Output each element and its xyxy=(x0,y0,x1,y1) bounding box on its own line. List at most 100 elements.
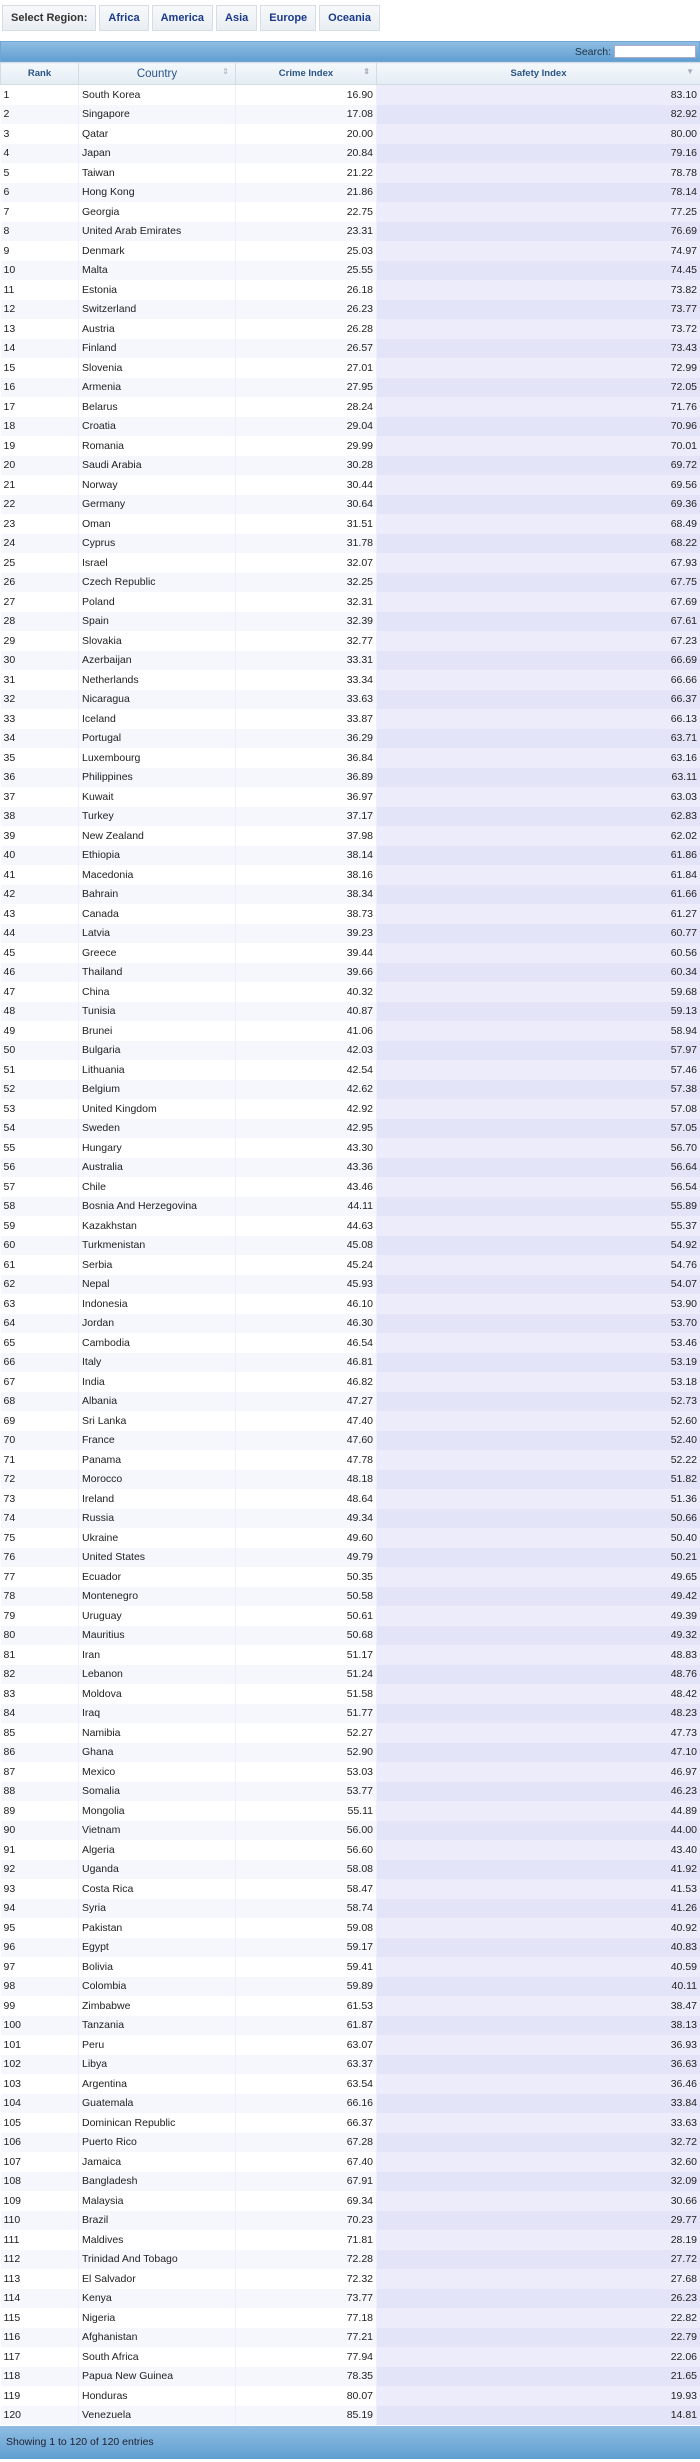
rank-cell: 84 xyxy=(0,1703,79,1723)
table-row: 88 Somalia 53.77 46.23 xyxy=(0,1781,700,1801)
crime-index-cell: 43.36 xyxy=(235,1157,377,1177)
rank-cell: 93 xyxy=(0,1879,79,1899)
crime-index-cell: 26.23 xyxy=(235,299,377,319)
safety-index-cell: 41.53 xyxy=(376,1879,700,1899)
safety-index-cell: 46.97 xyxy=(376,1762,700,1782)
crime-index-cell: 32.25 xyxy=(235,572,377,592)
region-africa-button[interactable]: Africa xyxy=(99,5,149,31)
region-asia-button[interactable]: Asia xyxy=(216,5,258,31)
crime-index-cell: 56.60 xyxy=(235,1840,377,1860)
table-row: 57 Chile 43.46 56.54 xyxy=(0,1177,700,1197)
crime-index-cell: 58.08 xyxy=(235,1859,377,1879)
column-header-rank[interactable]: Rank xyxy=(0,62,79,85)
crime-index-cell: 26.18 xyxy=(235,280,377,300)
rank-cell: 19 xyxy=(0,436,79,456)
rank-cell: 82 xyxy=(0,1664,79,1684)
safety-index-cell: 43.40 xyxy=(376,1840,700,1860)
safety-index-cell: 67.93 xyxy=(376,553,700,573)
table-row: 18 Croatia 29.04 70.96 xyxy=(0,416,700,436)
safety-index-cell: 33.84 xyxy=(376,2093,700,2113)
region-oceania-button[interactable]: Oceania xyxy=(319,5,380,31)
rank-cell: 49 xyxy=(0,1021,79,1041)
safety-index-cell: 32.60 xyxy=(376,2152,700,2172)
rank-cell: 105 xyxy=(0,2113,79,2133)
rank-cell: 13 xyxy=(0,319,79,339)
table-row: 35 Luxembourg 36.84 63.16 xyxy=(0,748,700,768)
safety-index-cell: 26.23 xyxy=(376,2288,700,2308)
table-row: 101 Peru 63.07 36.93 xyxy=(0,2035,700,2055)
country-cell: Brunei xyxy=(78,1021,236,1041)
crime-index-cell: 48.64 xyxy=(235,1489,377,1509)
country-cell: Dominican Republic xyxy=(78,2113,236,2133)
rank-cell: 61 xyxy=(0,1255,79,1275)
search-input[interactable] xyxy=(614,45,696,58)
country-cell: Iceland xyxy=(78,709,236,729)
country-cell: Maldives xyxy=(78,2230,236,2250)
country-cell: United Kingdom xyxy=(78,1099,236,1119)
table-row: 76 United States 49.79 50.21 xyxy=(0,1547,700,1567)
crime-index-cell: 37.98 xyxy=(235,826,377,846)
rank-cell: 29 xyxy=(0,631,79,651)
safety-index-cell: 54.92 xyxy=(376,1235,700,1255)
column-header-crime-index[interactable]: Crime Index ⇕ xyxy=(235,62,377,85)
country-cell: Hong Kong xyxy=(78,182,236,202)
table-row: 102 Libya 63.37 36.63 xyxy=(0,2054,700,2074)
table-row: 109 Malaysia 69.34 30.66 xyxy=(0,2191,700,2211)
rank-cell: 28 xyxy=(0,611,79,631)
safety-index-cell: 57.05 xyxy=(376,1118,700,1138)
safety-index-cell: 74.45 xyxy=(376,260,700,280)
country-cell: Nepal xyxy=(78,1274,236,1294)
table-row: 55 Hungary 43.30 56.70 xyxy=(0,1138,700,1158)
rank-cell: 18 xyxy=(0,416,79,436)
region-europe-button[interactable]: Europe xyxy=(260,5,317,31)
column-header-country[interactable]: Country ⇕ xyxy=(78,62,236,85)
rank-cell: 31 xyxy=(0,670,79,690)
rank-cell: 40 xyxy=(0,845,79,865)
crime-index-cell: 40.32 xyxy=(235,982,377,1002)
safety-index-cell: 21.65 xyxy=(376,2366,700,2386)
country-cell: Cambodia xyxy=(78,1333,236,1353)
rank-cell: 99 xyxy=(0,1996,79,2016)
crime-index-cell: 51.58 xyxy=(235,1684,377,1704)
safety-index-cell: 49.39 xyxy=(376,1606,700,1626)
rank-cell: 17 xyxy=(0,397,79,417)
crime-index-cell: 49.60 xyxy=(235,1528,377,1548)
country-cell: Israel xyxy=(78,553,236,573)
crime-index-cell: 61.87 xyxy=(235,2015,377,2035)
table-row: 36 Philippines 36.89 63.11 xyxy=(0,767,700,787)
country-cell: Ecuador xyxy=(78,1567,236,1587)
rank-cell: 22 xyxy=(0,494,79,514)
table-row: 44 Latvia 39.23 60.77 xyxy=(0,923,700,943)
safety-index-cell: 57.46 xyxy=(376,1060,700,1080)
safety-index-cell: 49.42 xyxy=(376,1586,700,1606)
country-cell: South Africa xyxy=(78,2347,236,2367)
column-header-safety-index[interactable]: Safety Index ▼ xyxy=(376,62,700,85)
country-cell: Uruguay xyxy=(78,1606,236,1626)
table-row: 17 Belarus 28.24 71.76 xyxy=(0,397,700,417)
safety-index-cell: 79.16 xyxy=(376,143,700,163)
country-cell: Jamaica xyxy=(78,2152,236,2172)
entries-info: Showing 1 to 120 of 120 entries xyxy=(6,2436,154,2448)
safety-index-cell: 83.10 xyxy=(376,84,700,105)
rank-cell: 81 xyxy=(0,1645,79,1665)
country-cell: Namibia xyxy=(78,1723,236,1743)
crime-index-cell: 23.31 xyxy=(235,221,377,241)
rank-cell: 62 xyxy=(0,1274,79,1294)
country-cell: Japan xyxy=(78,143,236,163)
country-cell: Brazil xyxy=(78,2210,236,2230)
rank-cell: 3 xyxy=(0,124,79,144)
safety-index-cell: 76.69 xyxy=(376,221,700,241)
safety-index-cell: 61.86 xyxy=(376,845,700,865)
crime-index-cell: 20.00 xyxy=(235,124,377,144)
rank-cell: 116 xyxy=(0,2327,79,2347)
crime-index-cell: 42.95 xyxy=(235,1118,377,1138)
region-america-button[interactable]: America xyxy=(151,5,214,31)
country-cell: Saudi Arabia xyxy=(78,455,236,475)
safety-index-cell: 57.97 xyxy=(376,1040,700,1060)
table-row: 113 El Salvador 72.32 27.68 xyxy=(0,2269,700,2289)
country-cell: Ukraine xyxy=(78,1528,236,1548)
crime-index-cell: 33.31 xyxy=(235,650,377,670)
safety-index-cell: 36.93 xyxy=(376,2035,700,2055)
crime-index-table: Rank Country ⇕ Crime Index ⇕ Safety Index ▼… xyxy=(0,62,700,2425)
safety-index-cell: 70.96 xyxy=(376,416,700,436)
